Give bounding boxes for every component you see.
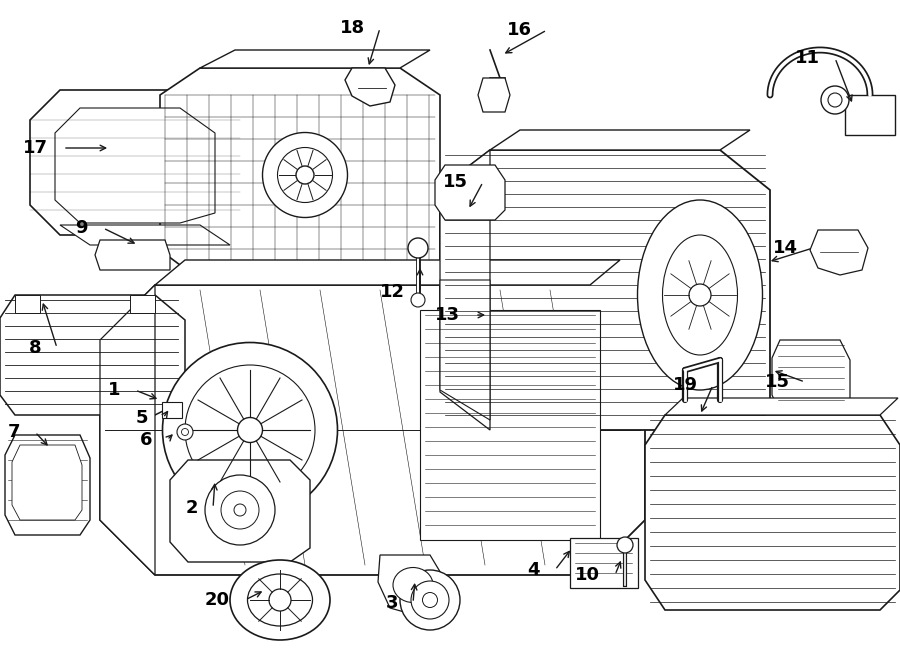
Polygon shape [60,225,230,245]
Text: 12: 12 [380,283,405,301]
Polygon shape [810,230,868,275]
Text: 15: 15 [443,173,468,191]
Polygon shape [155,260,620,285]
Ellipse shape [230,560,330,640]
Text: 15: 15 [765,373,790,391]
Ellipse shape [617,537,633,553]
Polygon shape [55,108,215,223]
Polygon shape [478,78,510,112]
Text: 4: 4 [527,561,540,579]
Bar [15,295,40,313]
Text: 7: 7 [7,423,20,441]
Text: 2: 2 [185,499,198,517]
Polygon shape [100,285,155,575]
Polygon shape [30,90,240,235]
Ellipse shape [296,166,314,184]
Ellipse shape [408,238,428,258]
Ellipse shape [182,428,188,436]
Polygon shape [345,68,395,106]
Ellipse shape [662,235,737,355]
Ellipse shape [689,284,711,306]
Polygon shape [5,435,90,535]
Polygon shape [378,555,445,615]
Polygon shape [440,150,490,430]
Polygon shape [440,280,490,420]
Ellipse shape [828,93,842,107]
Ellipse shape [422,592,437,607]
Text: 17: 17 [23,139,48,157]
Polygon shape [100,285,645,575]
Text: 11: 11 [795,49,820,67]
Ellipse shape [269,589,291,611]
Polygon shape [772,340,850,412]
Text: 14: 14 [773,239,798,257]
Polygon shape [160,68,440,280]
Ellipse shape [221,491,259,529]
Polygon shape [490,130,750,150]
Ellipse shape [277,147,332,202]
Ellipse shape [177,424,193,440]
Polygon shape [440,150,770,430]
Polygon shape [12,445,82,520]
Text: 8: 8 [30,339,42,357]
Ellipse shape [234,504,246,516]
Text: 16: 16 [507,21,532,39]
Text: 9: 9 [76,219,88,237]
Text: 20: 20 [205,591,230,609]
Text: 5: 5 [136,409,148,427]
Ellipse shape [821,86,849,114]
Text: 18: 18 [340,19,365,37]
Polygon shape [170,460,310,562]
Ellipse shape [238,418,263,442]
Text: 19: 19 [673,376,698,394]
Ellipse shape [263,132,347,217]
Bar [420,310,600,540]
Ellipse shape [248,574,312,626]
Ellipse shape [205,475,275,545]
Text: 6: 6 [140,431,152,449]
Polygon shape [95,240,170,270]
Ellipse shape [163,342,338,518]
Bar [570,538,638,588]
Polygon shape [435,165,505,220]
Ellipse shape [393,568,433,602]
Text: 10: 10 [575,566,600,584]
Bar [130,295,155,313]
Polygon shape [645,415,900,610]
Ellipse shape [411,581,449,619]
Text: 3: 3 [385,594,398,612]
Ellipse shape [400,570,460,630]
Ellipse shape [411,293,425,307]
Polygon shape [845,95,895,135]
Polygon shape [0,295,185,415]
Polygon shape [665,398,898,415]
Ellipse shape [185,365,315,495]
Polygon shape [200,50,430,68]
Ellipse shape [637,200,762,390]
Text: 13: 13 [435,306,460,324]
Text: 1: 1 [107,381,120,399]
Bar [162,402,182,418]
